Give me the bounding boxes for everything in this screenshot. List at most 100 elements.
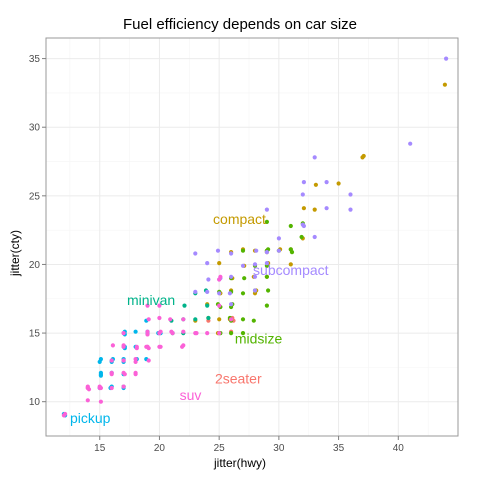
data-point-suv: [217, 303, 222, 308]
y-tick-label: 20: [29, 260, 41, 271]
data-point-compact: [442, 82, 447, 87]
data-point-subcompact: [229, 251, 234, 256]
data-point-subcompact: [229, 302, 234, 307]
data-point-compact: [217, 261, 222, 266]
data-point-suv: [168, 317, 173, 322]
data-point-suv: [181, 329, 186, 334]
data-point-subcompact: [206, 277, 211, 282]
data-point-minivan: [182, 303, 187, 308]
data-point-suv: [181, 317, 186, 322]
class-labels: compact subcompact minivan midsize 2seater su…: [70, 211, 329, 426]
class-label-compact: compact: [213, 211, 266, 227]
data-point-suv: [121, 343, 126, 348]
data-point-minivan: [205, 303, 210, 308]
data-point-suv: [133, 372, 138, 377]
data-point-suv: [157, 315, 162, 321]
data-point-subcompact: [193, 251, 198, 256]
data-point-minivan: [193, 317, 198, 322]
data-point-suv: [109, 358, 114, 363]
x-axis: 15 20 25 30 35 40: [94, 436, 404, 454]
data-point-suv: [134, 346, 139, 351]
data-point-compact: [313, 182, 318, 187]
data-point-midsize: [242, 276, 247, 281]
data-point-subcompact: [312, 155, 317, 160]
data-point-midsize: [229, 331, 234, 336]
data-point-subcompact: [300, 192, 305, 197]
data-point-subcompact: [229, 274, 234, 279]
class-label-midsize: midsize: [235, 331, 283, 347]
data-point-midsize: [240, 248, 246, 253]
data-point-subcompact: [205, 289, 210, 294]
chart-title: Fuel efficiency depends on car size: [123, 16, 357, 33]
data-point-compact: [217, 317, 222, 322]
data-point-suv: [133, 359, 138, 364]
data-point-subcompact: [205, 261, 210, 266]
data-point-suv: [121, 358, 126, 363]
data-point-suv: [180, 344, 185, 349]
data-point-subcompact: [444, 56, 449, 61]
data-point-suv: [121, 384, 126, 389]
data-point-subcompact: [252, 262, 258, 267]
plot-panel: compact subcompact minivan midsize 2seater su…: [45, 37, 459, 437]
y-tick-label: 15: [29, 329, 41, 340]
series-subcompact: [193, 56, 449, 307]
data-point-subcompact: [264, 261, 269, 266]
series-suv: [61, 274, 234, 418]
data-point-suv: [157, 331, 162, 336]
data-point-subcompact: [264, 250, 269, 255]
class-label-pickup: pickup: [70, 410, 111, 426]
data-point-subcompact: [324, 180, 329, 185]
data-point-suv: [205, 331, 210, 336]
data-point-pickup: [133, 329, 138, 334]
x-tick-label: 20: [154, 443, 166, 454]
x-axis-title: jitter(hwy): [213, 456, 266, 470]
data-point-pickup: [98, 357, 103, 362]
data-point-subcompact: [301, 180, 306, 185]
data-point-midsize: [289, 250, 295, 255]
data-point-suv: [146, 317, 151, 322]
data-point-subcompact: [348, 192, 353, 197]
data-point-midsize: [240, 317, 246, 322]
data-point-suv: [121, 331, 126, 336]
data-point-midsize: [251, 318, 256, 323]
data-point-suv: [109, 370, 114, 375]
data-point-midsize: [264, 274, 269, 279]
data-point-subcompact: [301, 223, 306, 229]
x-tick-label: 15: [94, 443, 106, 454]
data-point-compact: [360, 155, 365, 160]
y-tick-label: 35: [29, 54, 41, 65]
data-point-suv: [218, 274, 223, 279]
data-point-suv: [194, 331, 199, 336]
data-point-suv: [109, 385, 114, 391]
data-point-subcompact: [240, 263, 246, 268]
data-point-suv: [146, 358, 151, 363]
data-point-subcompact: [193, 289, 198, 294]
x-tick-label: 35: [333, 443, 345, 454]
class-label-subcompact: subcompact: [253, 262, 329, 278]
data-point-midsize: [266, 288, 271, 293]
class-label-minivan: minivan: [127, 292, 175, 308]
data-point-compact: [312, 207, 317, 212]
data-point-subcompact: [348, 207, 353, 212]
y-tick-label: 25: [29, 191, 41, 202]
data-point-suv: [145, 303, 150, 308]
data-point-suv: [85, 385, 90, 391]
data-point-subcompact: [276, 248, 281, 253]
data-point-suv: [146, 346, 151, 351]
x-tick-label: 40: [393, 443, 405, 454]
data-point-suv: [85, 398, 90, 403]
data-point-midsize: [240, 291, 246, 296]
data-point-suv: [121, 370, 126, 375]
data-point-suv: [157, 303, 162, 308]
data-point-midsize: [264, 219, 269, 224]
panel-background: [46, 38, 458, 436]
data-point-pickup: [98, 373, 103, 378]
y-axis-title: jitter(cty): [8, 230, 22, 277]
y-tick-label: 10: [29, 397, 41, 408]
data-point-midsize: [240, 331, 246, 336]
class-label-suv: suv: [180, 387, 202, 403]
data-point-compact: [301, 206, 306, 211]
data-point-subcompact: [254, 248, 259, 253]
data-point-subcompact: [324, 206, 329, 211]
data-point-subcompact: [217, 291, 222, 296]
